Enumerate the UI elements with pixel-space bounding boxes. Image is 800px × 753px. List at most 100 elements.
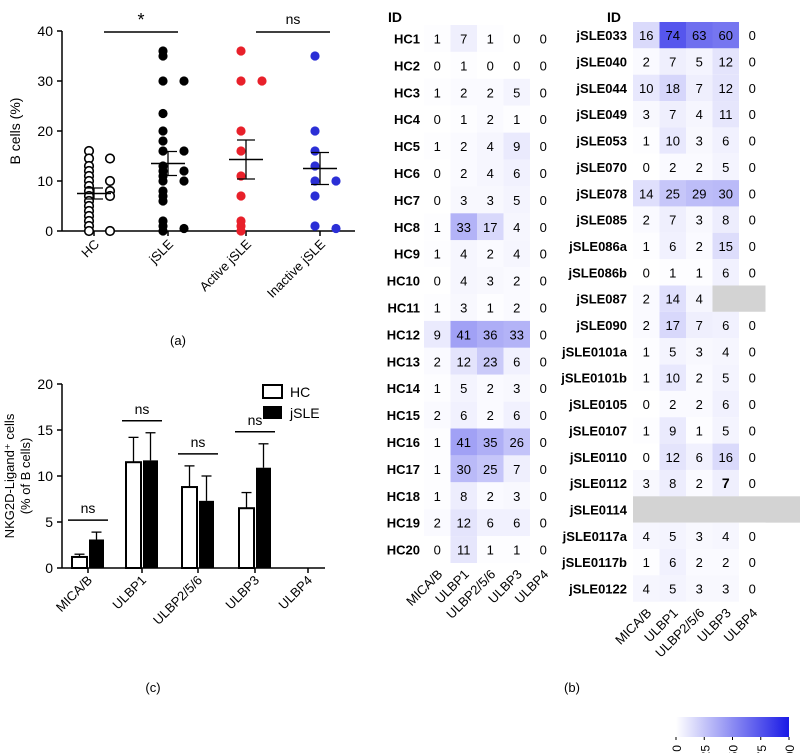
heatmap-row-id: jSLE086a <box>568 239 628 254</box>
heatmap-cell-value: 10 <box>666 371 680 386</box>
heatmap-row-id: HC5 <box>394 139 420 154</box>
data-point <box>179 166 189 176</box>
heatmap-cell-value: 63 <box>692 28 706 43</box>
heatmap-cell-value: 10 <box>666 134 680 149</box>
heatmap-cell-value: 5 <box>669 582 676 597</box>
heatmap-cell-value: 2 <box>643 318 650 333</box>
data-point <box>158 176 168 186</box>
heatmap-cell <box>477 509 504 537</box>
heatmap-cell-value: 5 <box>513 193 520 208</box>
heatmap-cell <box>450 78 477 106</box>
data-point <box>236 226 246 236</box>
heatmap-cell-value: 25 <box>483 462 497 477</box>
heatmap-cell-value: 2 <box>487 408 494 423</box>
data-point <box>179 176 189 186</box>
heatmap-cell-value: 4 <box>696 292 703 307</box>
heatmap-cell-value: 0 <box>540 85 547 100</box>
heatmap-cell <box>633 22 660 49</box>
heatmap-cell <box>712 575 739 602</box>
heatmap-cell <box>503 105 530 133</box>
heatmap-cell-value: 1 <box>487 300 494 315</box>
heatmap-cell <box>450 509 477 537</box>
heatmap-cell <box>686 469 713 497</box>
heatmap-cell-value: 0 <box>643 397 650 412</box>
heatmap-cell <box>530 482 557 510</box>
heatmap-cell-value: 0 <box>540 112 547 127</box>
heatmap-cell-value: 1 <box>434 300 441 315</box>
heatmap-cell <box>739 549 766 576</box>
heatmap-row-id: HC10 <box>387 274 420 289</box>
heatmap-cell <box>686 48 713 75</box>
heatmap-cell <box>530 320 557 348</box>
heatmap-cell <box>530 105 557 133</box>
heatmap-cell <box>712 48 739 75</box>
heatmap-cell-value: 2 <box>696 476 703 491</box>
bar-hc <box>181 486 198 570</box>
heatmap-cell <box>424 132 451 160</box>
heatmap-row-id: HC16 <box>387 435 420 450</box>
data-point <box>179 223 189 234</box>
heatmap-cell-value: 2 <box>669 397 676 412</box>
heatmap-cell-value: 0 <box>749 371 756 386</box>
panel-label-c: (c) <box>145 680 160 695</box>
heatmap-cell <box>686 549 713 576</box>
heatmap-cell-value: 0 <box>513 58 520 73</box>
heatmap-cell <box>686 443 713 470</box>
heatmap-cell <box>477 25 504 52</box>
heatmap-cell <box>503 132 530 160</box>
heatmap-cell <box>712 22 739 49</box>
heatmap-cell <box>712 522 739 549</box>
heatmap-cell-value: 14 <box>666 292 680 307</box>
heatmap-cell <box>659 522 686 549</box>
heatmap-cell-value: 0 <box>749 107 756 122</box>
data-point <box>310 176 320 186</box>
x-tick-label: ULBP2/5/6 <box>150 573 205 628</box>
heatmap-cell-value: 0 <box>540 381 547 396</box>
data-point <box>83 225 95 237</box>
y-tick-label: 15 <box>37 422 53 438</box>
heatmap-cell <box>712 338 739 365</box>
heatmap-row-id: jSLE0117b <box>561 555 627 570</box>
x-tick-label: Inactive jSLE <box>264 236 328 300</box>
data-point <box>236 171 246 181</box>
heatmap-row-id: HC14 <box>387 381 421 396</box>
heatmap-cell <box>477 347 504 375</box>
heatmap-cell-value: 0 <box>434 193 441 208</box>
heatmap-cell <box>686 338 713 365</box>
heatmap-cell-value: 2 <box>487 489 494 504</box>
heatmap-cell-value: 0 <box>540 166 547 181</box>
heatmap-cell-value: 12 <box>719 55 733 70</box>
heatmap-cell-value: 2 <box>696 555 703 570</box>
heatmap-cell-value: 2 <box>487 381 494 396</box>
heatmap-cell-value: 0 <box>540 543 547 558</box>
heatmap-cell <box>450 455 477 483</box>
heatmap-cell <box>424 186 451 214</box>
heatmap-cell <box>712 127 739 154</box>
heatmap-cell <box>633 180 660 207</box>
heatmap-cell <box>424 267 451 294</box>
heatmap-cell <box>739 101 766 128</box>
heatmap-cell <box>450 186 477 214</box>
heatmap-cell-value: 4 <box>722 529 729 544</box>
heatmap-cell <box>450 132 477 160</box>
heatmap-cell-value: 0 <box>749 265 756 280</box>
data-point <box>158 136 168 146</box>
heatmap-cell-value: 35 <box>483 435 497 450</box>
heatmap-cell-value: 3 <box>460 300 467 315</box>
bar-jsle <box>89 539 104 568</box>
heatmap-cell <box>477 482 504 510</box>
heatmap-cell-value: 8 <box>669 476 676 491</box>
heatmap-cell <box>633 311 660 339</box>
heatmap-row-id: jSLE0110 <box>569 450 627 465</box>
heatmap-cell-value: 0 <box>749 160 756 175</box>
heatmap-cell-value: 6 <box>487 516 494 531</box>
bar-jsle <box>256 467 271 568</box>
heatmap-row-id: HC3 <box>394 85 420 100</box>
heatmap-cell-value: 3 <box>487 193 494 208</box>
data-point <box>310 221 320 231</box>
heatmap-cell <box>712 417 739 444</box>
bar-jsle <box>199 500 214 568</box>
heatmap-cell-value: 0 <box>749 55 756 70</box>
heatmap-cell-value: 3 <box>722 582 729 597</box>
